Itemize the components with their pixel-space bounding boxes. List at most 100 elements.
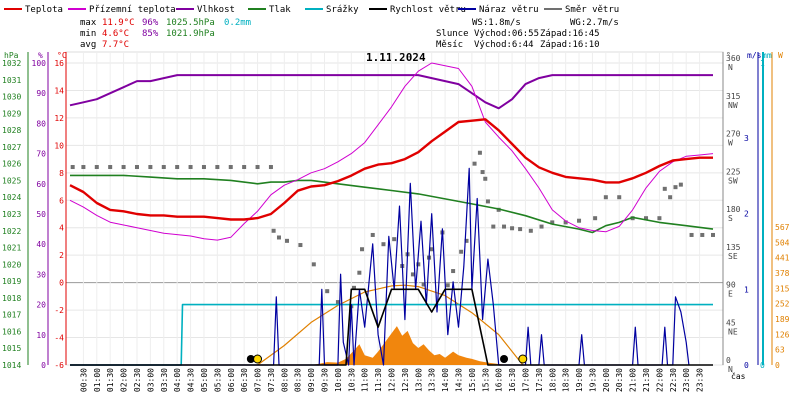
legend-wind-gust: Náraz větru bbox=[479, 5, 539, 15]
tick-time-32: 16:30 bbox=[508, 368, 517, 392]
tick-time-43: 22:00 bbox=[655, 368, 664, 392]
tick-time-20: 10:30 bbox=[347, 368, 356, 392]
stat-max-temperature: 11.9°C bbox=[102, 18, 135, 28]
wind-speed-info: WS:1.8m/s bbox=[472, 18, 521, 28]
wind-direction-point-51 bbox=[518, 227, 523, 232]
series-humidity bbox=[69, 74, 713, 110]
legend-wind-direction: Směr větru bbox=[565, 5, 619, 15]
wind-direction-point-44 bbox=[480, 170, 485, 175]
wind-direction-point-61 bbox=[644, 216, 649, 221]
moonrise-time: Východ:6:44 bbox=[474, 40, 534, 50]
wind-direction-point-6 bbox=[148, 165, 153, 170]
wind-direction-point-65 bbox=[673, 185, 678, 190]
wind-direction-point-13 bbox=[242, 165, 247, 170]
tick-dir-45: 45 bbox=[726, 318, 736, 327]
chart-title: 1.11.2024 bbox=[366, 51, 426, 64]
tick-pct-20: 20 bbox=[36, 301, 46, 310]
wind-direction-point-50 bbox=[510, 226, 515, 231]
wind-direction-point-36 bbox=[429, 247, 434, 252]
tick-hpa-1031: 1031 bbox=[2, 76, 21, 85]
tick-dir-label-180: S bbox=[728, 214, 733, 223]
tick-w-504: 504 bbox=[775, 238, 790, 247]
tick-pct-10: 10 bbox=[36, 331, 46, 340]
tick-dir-315: 315 bbox=[726, 92, 741, 101]
wind-direction-point-9 bbox=[188, 165, 193, 170]
tick-dir-135: 135 bbox=[726, 243, 741, 252]
tick-pct-30: 30 bbox=[36, 270, 46, 279]
series-wind-gust bbox=[70, 167, 690, 366]
tick-hpa-1029: 1029 bbox=[2, 109, 21, 118]
tick-time-34: 17:30 bbox=[535, 368, 544, 392]
wind-direction-point-1 bbox=[81, 165, 86, 170]
tick-temp-0: 0 bbox=[59, 279, 64, 288]
wind-direction-point-64 bbox=[668, 195, 673, 200]
tick-dir-label-225: SW bbox=[728, 176, 738, 185]
tick-w-126: 126 bbox=[775, 330, 790, 339]
tick-time-23: 12:00 bbox=[388, 368, 397, 392]
wind-direction-point-47 bbox=[491, 224, 496, 229]
tick-ms-2: 2 bbox=[744, 210, 749, 219]
wind-direction-point-59 bbox=[617, 195, 622, 200]
wind-direction-point-15 bbox=[268, 165, 273, 170]
axis-unit-hpa: hPa bbox=[4, 51, 19, 60]
tick-time-4: 02:30 bbox=[133, 368, 142, 392]
axis-unit-time: čas bbox=[731, 371, 746, 381]
tick-time-33: 17:00 bbox=[521, 368, 530, 392]
series-solar-radiation bbox=[70, 326, 713, 365]
wind-direction-point-67 bbox=[689, 232, 694, 237]
wind-direction-point-43 bbox=[477, 150, 482, 155]
stat-min-humidity: 85% bbox=[142, 29, 159, 39]
wind-direction-point-33 bbox=[416, 262, 421, 267]
tick-hpa-1021: 1021 bbox=[2, 244, 21, 253]
tick-time-22: 11:30 bbox=[374, 368, 383, 392]
tick-time-13: 07:00 bbox=[254, 368, 263, 392]
wind-direction-point-8 bbox=[175, 165, 180, 170]
tick-hpa-1030: 1030 bbox=[2, 93, 21, 102]
tick-time-18: 09:30 bbox=[321, 368, 330, 392]
tick-temp-16: 16 bbox=[54, 59, 64, 68]
tick-time-11: 06:00 bbox=[227, 368, 236, 392]
tick-w-0: 0 bbox=[775, 361, 780, 370]
tick-hpa-1023: 1023 bbox=[2, 210, 21, 219]
tick-dir-label-90: E bbox=[728, 290, 733, 299]
tick-time-2: 01:30 bbox=[106, 368, 115, 392]
legend-wind-speed: Rychlost větru bbox=[390, 5, 466, 15]
wind-direction-point-5 bbox=[134, 165, 139, 170]
tick-hpa-1020: 1020 bbox=[2, 260, 21, 269]
stat-min-label: min bbox=[80, 29, 96, 39]
legend-ground-temperature: Přízemní teplota bbox=[89, 5, 176, 15]
tick-w-189: 189 bbox=[775, 315, 790, 324]
tick-time-39: 20:00 bbox=[602, 368, 611, 392]
stat-min-pressure: 1021.9hPa bbox=[166, 29, 215, 39]
tick-time-12: 06:30 bbox=[240, 368, 249, 392]
wind-direction-point-57 bbox=[593, 216, 598, 221]
tick-w-252: 252 bbox=[775, 300, 790, 309]
tick-hpa-1014: 1014 bbox=[2, 361, 21, 370]
tick-time-21: 11:00 bbox=[361, 368, 370, 392]
tick-time-36: 18:30 bbox=[562, 368, 571, 392]
tick-pct-0: 0 bbox=[41, 361, 46, 370]
wind-direction-point-20 bbox=[311, 262, 316, 267]
tick-dir-225: 225 bbox=[726, 167, 741, 176]
stat-max-humidity: 96% bbox=[142, 18, 159, 28]
wind-direction-point-63 bbox=[662, 186, 667, 191]
tick-time-44: 22:30 bbox=[669, 368, 678, 392]
tick-temp-12: 12 bbox=[54, 114, 64, 123]
tick-ms-0: 0 bbox=[744, 361, 749, 370]
tick-w-567: 567 bbox=[775, 223, 790, 232]
tick-time-1: 01:00 bbox=[93, 368, 102, 392]
moonset-marker bbox=[500, 355, 509, 363]
tick-time-40: 20:30 bbox=[615, 368, 624, 392]
wind-direction-point-39 bbox=[451, 269, 456, 274]
series-wind-speed bbox=[70, 288, 713, 366]
tick-time-45: 23:00 bbox=[682, 368, 691, 392]
tick-dir-90: 90 bbox=[726, 281, 736, 290]
tick-w-441: 441 bbox=[775, 254, 790, 263]
sunrise-marker bbox=[253, 354, 263, 364]
tick-hpa-1018: 1018 bbox=[2, 294, 21, 303]
tick-dir-0: 0 bbox=[726, 356, 731, 365]
tick-pct-40: 40 bbox=[36, 240, 46, 249]
axis-unit-pct: % bbox=[38, 51, 43, 60]
axis-unit-w: W bbox=[778, 51, 783, 60]
